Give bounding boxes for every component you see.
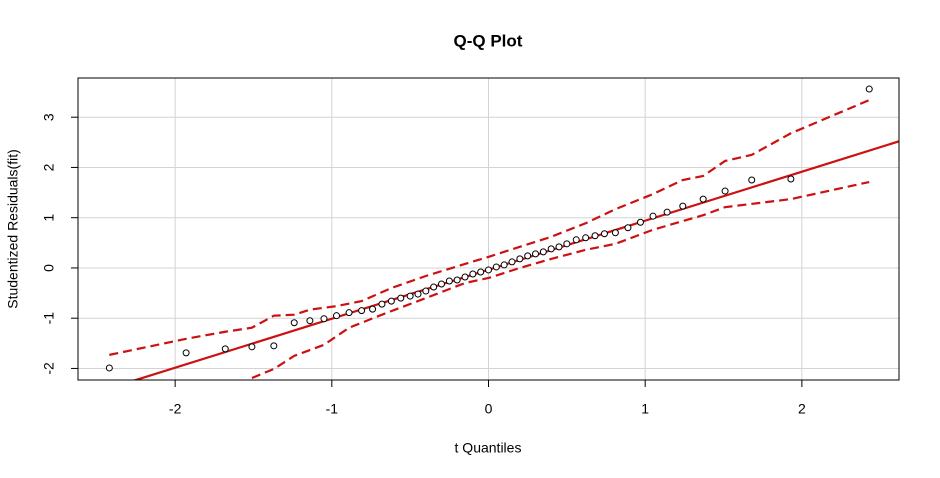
data-point [721, 187, 729, 195]
x-axis-label: t Quantiles [455, 440, 522, 456]
data-point [221, 345, 229, 353]
data-point [649, 212, 657, 220]
data-point [582, 234, 590, 242]
axes: -2 -1 0 1 2 -2 -1 0 1 2 3 [41, 113, 806, 417]
data-point [320, 315, 328, 323]
plot-area [105, 85, 899, 380]
data-point [387, 297, 395, 305]
data-point [345, 309, 353, 317]
data-point [572, 236, 580, 244]
data-point [461, 273, 469, 281]
data-point [787, 175, 795, 183]
x-tick-label: 1 [641, 401, 649, 417]
data-point [508, 258, 516, 266]
data-point [406, 292, 414, 300]
data-point [516, 255, 524, 263]
data-point [679, 202, 687, 210]
data-point [469, 270, 477, 278]
y-tick-label: 3 [41, 113, 57, 121]
data-point [397, 294, 405, 302]
data-point [611, 229, 619, 237]
data-point [422, 287, 430, 295]
data-point [555, 243, 563, 251]
y-tick-label: 1 [41, 214, 57, 222]
data-point [865, 85, 873, 93]
data-point [105, 364, 113, 372]
y-tick-label: -2 [41, 362, 57, 375]
data-point [485, 266, 492, 274]
data-point [539, 248, 547, 256]
data-point [563, 240, 571, 248]
upper-envelope [109, 99, 870, 356]
data-point [532, 250, 540, 258]
data-point [663, 208, 671, 216]
data-point [636, 218, 644, 226]
x-tick-label: -2 [169, 401, 182, 417]
data-point [591, 232, 599, 240]
data-point [306, 317, 314, 325]
data-point [248, 343, 256, 351]
data-point [437, 280, 445, 288]
chart-title: Q-Q Plot [454, 31, 523, 50]
data-point [547, 245, 555, 253]
x-tick-label: 2 [798, 401, 806, 417]
y-tick-label: -1 [41, 312, 57, 325]
data-point [378, 300, 386, 308]
data-point [699, 195, 707, 203]
grid [78, 78, 899, 380]
data-point [500, 261, 508, 269]
data-point [477, 268, 485, 276]
data-point [624, 224, 632, 232]
y-tick-label: 2 [41, 163, 57, 171]
y-axis-label: Studentized Residuals(fit) [5, 149, 21, 309]
data-point [453, 276, 461, 284]
data-point [430, 283, 438, 291]
data-point [445, 277, 453, 285]
data-point [358, 307, 366, 315]
data-point [270, 342, 278, 350]
x-tick-label: -1 [326, 401, 339, 417]
data-point [748, 176, 756, 184]
data-point [600, 230, 608, 238]
lower-envelope [251, 180, 870, 380]
data-point [524, 252, 532, 260]
y-tick-label: 0 [41, 264, 57, 272]
data-point [333, 312, 341, 320]
data-point [290, 319, 298, 327]
data-point [369, 305, 377, 313]
data-point [182, 349, 190, 357]
x-tick-label: 0 [485, 401, 493, 417]
data-point [414, 290, 422, 298]
data-point [492, 263, 500, 271]
